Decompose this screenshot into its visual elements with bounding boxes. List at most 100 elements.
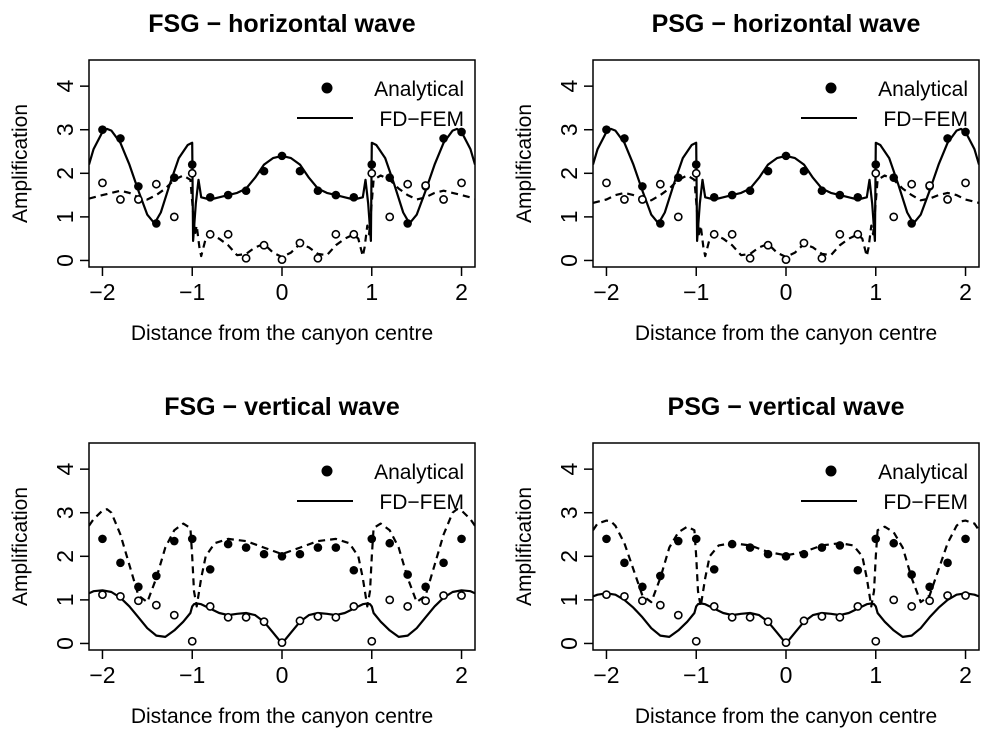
data-point-filled — [709, 192, 719, 202]
chart-panel-4: PSG − vertical wave −2 −1 0 1 2 0 1 2 3 4 Distance … — [513, 393, 980, 728]
chart-title: PSG − horizontal wave — [652, 10, 921, 38]
data-point-open — [403, 602, 413, 611]
data-point-open — [295, 616, 305, 626]
y-axis-label: Amplification — [9, 487, 32, 606]
data-point-open — [187, 168, 197, 178]
data-point-open — [169, 610, 179, 620]
legend-marker-analytical — [825, 465, 837, 477]
data-point-open — [241, 253, 251, 263]
plot-data — [89, 508, 475, 647]
data-point-open — [98, 178, 107, 188]
data-point-filled — [439, 134, 448, 143]
y-tick-label: 0 — [556, 637, 582, 650]
data-point-filled — [331, 543, 341, 552]
data-point-filled — [817, 186, 827, 196]
data-point-filled — [853, 565, 863, 575]
y-tick-label: 4 — [556, 463, 582, 476]
data-point-filled — [727, 190, 737, 200]
data-point-open — [655, 179, 665, 189]
data-point-open — [620, 591, 629, 601]
plot-data — [89, 125, 475, 264]
data-point-open — [205, 602, 215, 611]
y-tick-label: 4 — [556, 80, 582, 93]
data-point-open — [943, 591, 952, 600]
data-point-open — [439, 195, 448, 204]
data-point-open — [817, 253, 827, 263]
data-point-open — [385, 595, 395, 605]
data-point-open — [961, 178, 970, 188]
data-point-filled — [889, 538, 899, 548]
y-tick-label: 2 — [52, 167, 78, 180]
x-tick-label: 1 — [365, 279, 378, 305]
data-point-open — [331, 229, 341, 239]
data-point-open — [763, 617, 773, 627]
data-point-open — [223, 229, 233, 239]
y-tick-label: 2 — [52, 550, 78, 563]
y-tick-label: 1 — [556, 593, 582, 606]
y-tick-label: 1 — [52, 593, 78, 606]
data-point-open — [116, 195, 125, 204]
data-point-filled — [152, 571, 161, 581]
data-point-open — [223, 612, 233, 622]
data-point-filled — [817, 543, 827, 552]
x-axis-label: Distance from the canyon centre — [635, 322, 937, 345]
data-point-open — [817, 612, 827, 621]
data-point-filled — [709, 565, 719, 574]
x-tick-label: −1 — [179, 662, 205, 688]
data-point-filled — [781, 151, 791, 161]
data-point-filled — [727, 539, 737, 549]
data-point-open — [259, 617, 269, 627]
data-point-open — [457, 178, 466, 188]
data-point-open — [367, 168, 377, 178]
data-point-filled — [439, 558, 448, 568]
data-point-open — [602, 590, 611, 600]
legend-label-fdfem: FD−FEM — [883, 491, 968, 514]
data-point-open — [98, 590, 107, 600]
data-point-filled — [691, 534, 701, 544]
data-point-open — [691, 168, 701, 178]
data-point-filled — [134, 182, 143, 191]
series-dashed-line — [593, 519, 979, 608]
data-point-open — [133, 596, 143, 606]
x-tick-label: −1 — [179, 279, 205, 305]
legend-label-fdfem: FD−FEM — [883, 108, 968, 131]
plot-data — [593, 519, 979, 647]
x-tick-label: −2 — [593, 662, 619, 688]
data-point-filled — [925, 582, 934, 592]
data-point-open — [313, 612, 323, 621]
plot-data — [593, 125, 979, 264]
series-solid-line — [89, 589, 475, 645]
data-point-open — [709, 602, 719, 611]
data-point-filled — [745, 543, 755, 552]
x-tick-label: 0 — [276, 279, 289, 305]
data-point-open — [133, 195, 143, 204]
data-point-filled — [241, 186, 251, 196]
data-point-filled — [961, 127, 970, 137]
data-point-filled — [385, 173, 395, 182]
data-point-filled — [673, 536, 683, 546]
data-point-open — [835, 612, 845, 622]
y-tick-label: 2 — [556, 550, 582, 563]
data-point-open — [673, 212, 683, 222]
legend: Analytical FD−FEM — [801, 78, 968, 131]
x-tick-label: 0 — [780, 662, 793, 688]
series-solid-line — [89, 127, 475, 242]
data-point-open — [907, 602, 917, 611]
y-tick-label: 1 — [52, 210, 78, 223]
x-tick-label: −2 — [89, 662, 115, 688]
series-dashed-line — [593, 174, 979, 259]
y-tick-label: 3 — [52, 123, 78, 136]
data-point-open — [637, 195, 647, 204]
data-point-open — [781, 255, 791, 264]
x-axis-label: Distance from the canyon centre — [131, 322, 433, 345]
data-point-filled — [403, 219, 412, 228]
x-tick-label: −2 — [593, 279, 619, 305]
data-point-filled — [691, 160, 701, 169]
data-point-filled — [745, 186, 755, 196]
data-point-open — [673, 610, 683, 620]
data-point-filled — [295, 166, 305, 176]
data-point-open — [925, 596, 935, 606]
data-point-filled — [169, 173, 179, 182]
data-point-filled — [763, 166, 773, 176]
x-tick-label: 1 — [869, 662, 882, 688]
